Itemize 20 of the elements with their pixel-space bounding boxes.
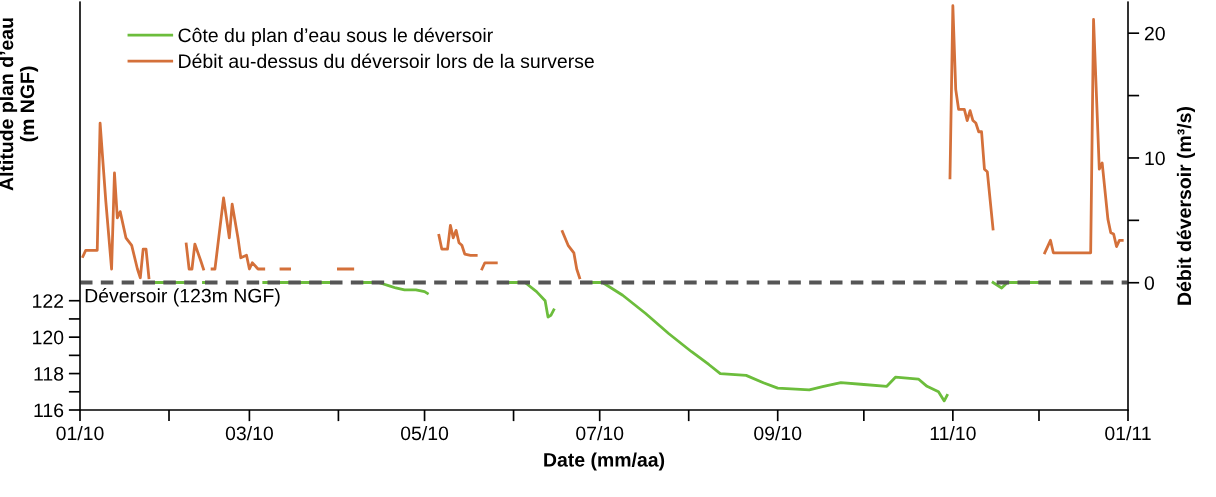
legend-label: Débit au-dessus du déversoir lors de la surverse — [179, 53, 594, 69]
y2-axis-title: Débit déversoir (m³/s) — [1176, 107, 1196, 305]
y2-tick-label: 0 — [1144, 276, 1155, 290]
x-axis-title: Date (mm/aa) — [544, 452, 665, 471]
y2-tick-label: 10 — [1145, 151, 1165, 166]
y-tick-label: 122 — [33, 294, 64, 308]
y-tick-label: 116 — [34, 403, 64, 418]
x-tick-label: 01/11 — [1105, 425, 1151, 441]
x-tick-label: 03/10 — [225, 425, 273, 441]
y-tick-label: 118 — [34, 367, 64, 381]
x-tick-label: 09/10 — [754, 425, 802, 441]
ref-line-label: Déversoir (123m NGF) — [85, 288, 280, 307]
y-tick-label: 120 — [33, 330, 64, 345]
y2-tick-label: 20 — [1144, 26, 1165, 41]
legend-label: Côte du plan d’eau sous le déversoir — [178, 27, 493, 47]
x-tick-label: 07/10 — [576, 425, 624, 441]
x-tick-label: 01/10 — [56, 425, 104, 441]
x-tick-label: 05/10 — [400, 425, 449, 441]
y-axis-title: Altitude plan d’eau (m NGF) — [0, 18, 39, 191]
x-tick-label: 11/10 — [930, 425, 976, 441]
